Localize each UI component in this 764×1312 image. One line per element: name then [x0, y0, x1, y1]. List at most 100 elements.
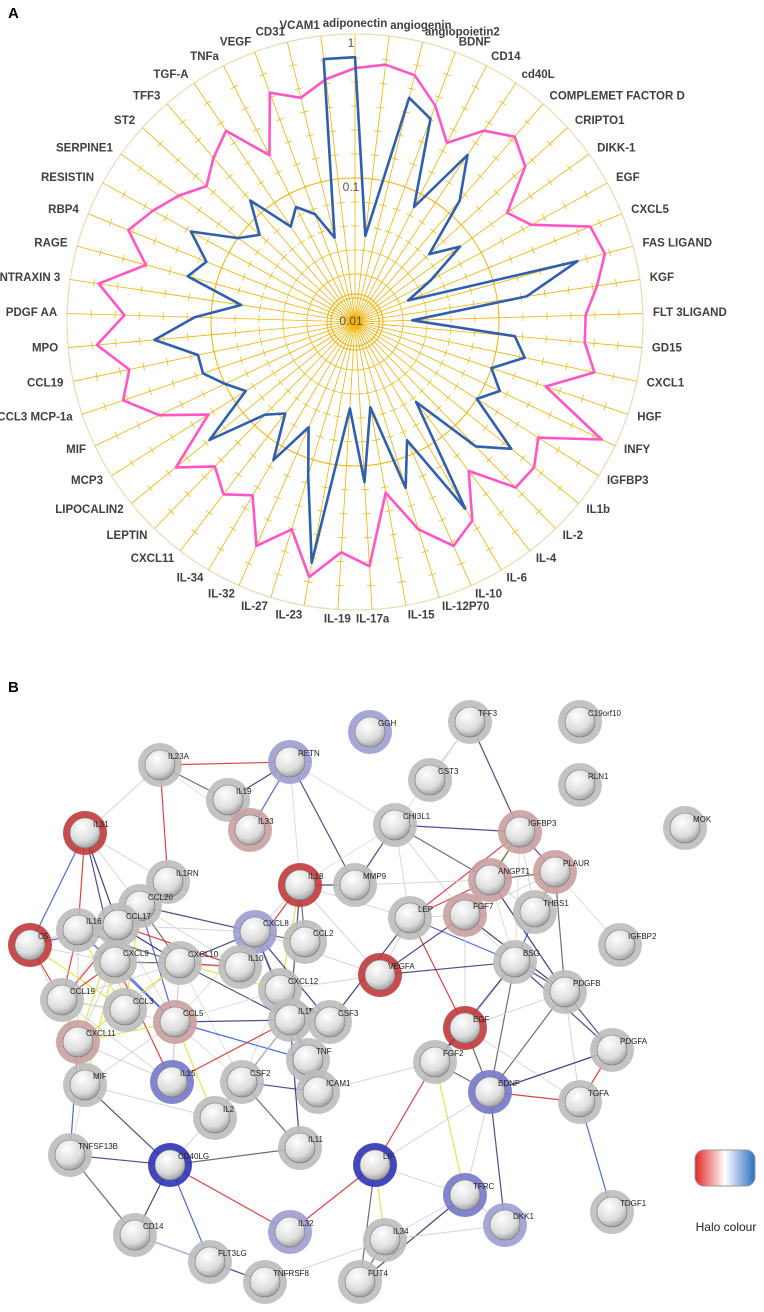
spoke-tick	[482, 490, 490, 497]
spoke-tick	[397, 580, 406, 583]
spoke-tick	[412, 422, 420, 428]
category-label: MPO	[32, 342, 58, 354]
spoke-tick	[612, 372, 615, 381]
node	[564, 769, 596, 801]
spoke-tick	[300, 185, 309, 189]
node	[539, 856, 571, 888]
node-label: CCL2	[313, 929, 334, 938]
spoke-tick	[421, 341, 425, 349]
spoke-tick	[449, 303, 451, 312]
category-label: CD14	[491, 51, 521, 63]
node	[109, 994, 141, 1026]
spoke-tick	[562, 202, 568, 210]
spoke-tick	[195, 137, 202, 144]
spoke-tick	[376, 252, 384, 257]
spoke-tick	[273, 495, 282, 500]
spoke-tick	[520, 225, 526, 233]
spoke-tick	[214, 280, 218, 288]
spoke-tick	[273, 572, 282, 576]
spoke-tick	[454, 382, 459, 390]
spoke-tick	[417, 191, 425, 197]
edge	[61, 999, 173, 1083]
spoke-tick	[543, 289, 546, 298]
category-label: CRIPTO1	[575, 115, 625, 127]
series-line	[95, 63, 607, 579]
spoke-tick	[192, 173, 199, 180]
spoke-tick	[427, 170, 436, 175]
category-label: DIKK-1	[597, 142, 636, 154]
spoke-tick	[401, 185, 410, 189]
spoke-tick	[174, 156, 181, 164]
spoke-tick	[529, 156, 536, 164]
spoke-tick	[382, 59, 391, 61]
spoke-tick	[252, 127, 261, 132]
spoke-tick	[108, 218, 113, 227]
legend-gradient	[694, 1149, 756, 1187]
spoke-tick	[457, 561, 466, 566]
edge	[289, 761, 356, 886]
node-label: VEGFA	[388, 962, 415, 971]
spoke-tick	[275, 117, 284, 122]
spoke-tick	[168, 267, 172, 276]
spoke-tick	[435, 405, 442, 412]
node-label: BSG	[523, 949, 540, 958]
node-label: TNF	[316, 1047, 332, 1056]
spoke-tick	[486, 264, 491, 272]
edge	[489, 961, 516, 1093]
spoke-tick	[157, 178, 163, 186]
node-label: CXCL12	[288, 977, 319, 986]
spoke-tick	[384, 230, 393, 234]
node-label: CXCL10	[188, 950, 219, 959]
spoke-tick	[524, 119, 531, 125]
edge	[179, 962, 243, 1083]
node-label: IGFBP3	[528, 819, 557, 828]
spoke-tick	[469, 234, 475, 242]
category-label: RBP4	[48, 204, 79, 216]
spoke-tick	[285, 341, 289, 349]
spoke-tick	[395, 234, 403, 239]
spoke-tick	[210, 189, 217, 196]
spoke-tick	[567, 286, 570, 295]
spoke-tick	[219, 264, 224, 272]
spoke-tick	[433, 369, 439, 377]
spoke-tick	[300, 110, 309, 114]
spoke-tick	[312, 407, 321, 412]
category-label: TGF-A	[153, 69, 188, 81]
spoke-tick	[257, 180, 265, 186]
spoke-tick	[370, 154, 379, 156]
category-label: CXCL11	[131, 553, 175, 565]
node-label: DKK1	[513, 1212, 534, 1221]
spoke-tick	[236, 342, 239, 351]
node	[99, 946, 131, 978]
spoke-tick	[376, 106, 385, 109]
node-label: CXCL8	[263, 919, 289, 928]
spoke-tick	[287, 349, 293, 357]
spoke-tick	[541, 357, 545, 366]
panel-label: B	[8, 679, 19, 696]
node-label: IL11	[308, 1135, 324, 1144]
node-label: CSF2	[250, 1069, 271, 1078]
spoke-tick	[406, 213, 414, 218]
node-label: FGF2	[443, 1049, 464, 1058]
spoke-tick	[215, 220, 222, 228]
spoke-tick	[153, 236, 157, 245]
node	[284, 1132, 316, 1164]
spoke-tick	[521, 332, 524, 341]
spoke-tick	[546, 140, 553, 147]
spoke-tick	[148, 387, 152, 396]
node	[314, 1006, 346, 1038]
spoke-tick	[186, 332, 189, 341]
node-label: EGF	[473, 1015, 490, 1024]
spoke-tick	[251, 422, 258, 429]
spoke-tick	[294, 87, 303, 90]
category-label: EGF	[616, 172, 640, 184]
spoke-tick	[184, 454, 191, 462]
spoke-tick	[197, 255, 202, 263]
spoke-tick	[593, 339, 595, 348]
node	[419, 1046, 451, 1078]
spoke-tick	[580, 394, 584, 403]
category-label: CXCL5	[631, 204, 669, 216]
category-label: IL-19	[324, 614, 351, 626]
spoke-tick	[234, 439, 242, 446]
spoke-tick	[329, 439, 338, 442]
